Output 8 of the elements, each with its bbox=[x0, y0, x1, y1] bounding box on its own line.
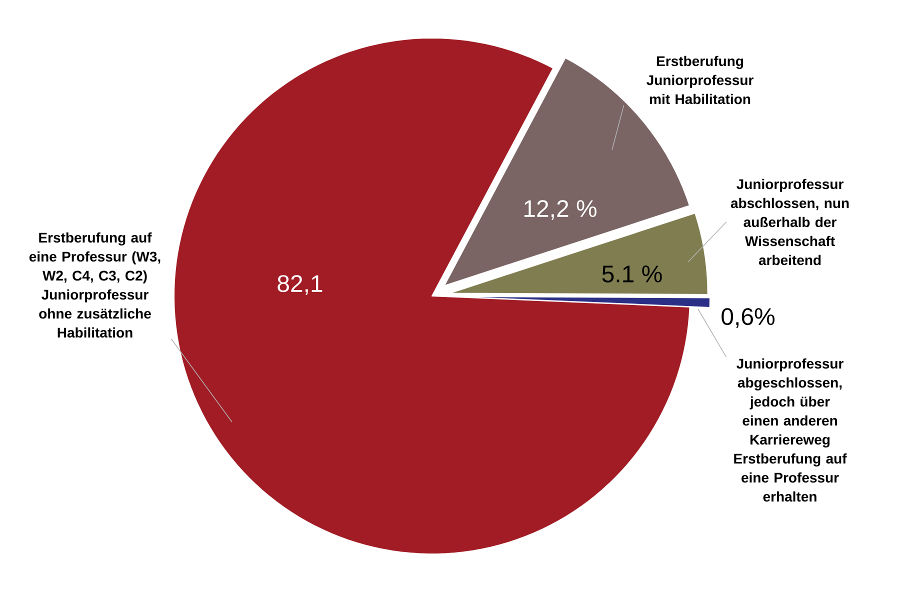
slice-label: Juniorprofessur abschlossen, nun außerhalb der Wissenschaft arbeitend bbox=[730, 178, 849, 266]
slice-label: Juniorprofessur abgeschlossen, jedoch über einen anderen Karriereweg Erstberufung auf eine Professur erhalten bbox=[734, 358, 847, 502]
slice-label: Erstberufung Juniorprofessur mit Habilitation bbox=[646, 56, 754, 104]
data-label: 0,6% bbox=[722, 308, 774, 328]
slice-label: Erstberufung auf eine Professur (W3, W2, C4, C3, C2) Juniorprofessur ohne zusätzliche Habilitation bbox=[29, 232, 160, 338]
data-label: 82,1 bbox=[278, 275, 322, 295]
data-label: 12,2 % bbox=[524, 200, 596, 220]
data-label: 5.1 % bbox=[602, 266, 662, 282]
